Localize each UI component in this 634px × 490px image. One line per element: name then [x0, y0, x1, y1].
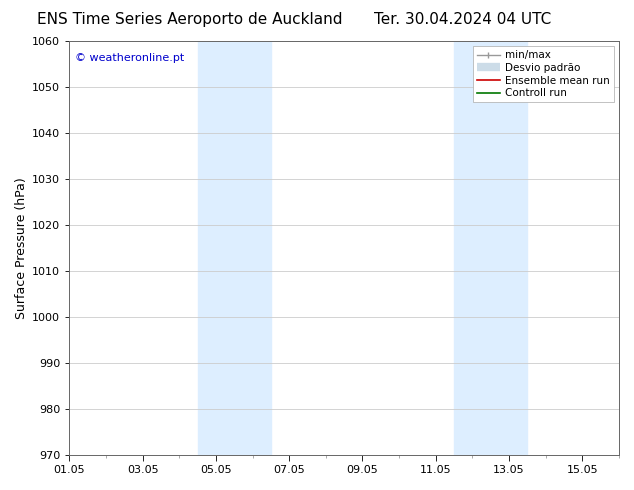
Bar	[198, 41, 271, 455]
Text: Ter. 30.04.2024 04 UTC: Ter. 30.04.2024 04 UTC	[374, 12, 552, 27]
Text: © weatheronline.pt: © weatheronline.pt	[75, 53, 184, 64]
Bar	[454, 41, 527, 455]
Y-axis label: Surface Pressure (hPa): Surface Pressure (hPa)	[15, 177, 28, 318]
Legend: min/max, Desvio padrão, Ensemble mean run, Controll run: min/max, Desvio padrão, Ensemble mean ru…	[472, 46, 614, 102]
Text: ENS Time Series Aeroporto de Auckland: ENS Time Series Aeroporto de Auckland	[37, 12, 343, 27]
